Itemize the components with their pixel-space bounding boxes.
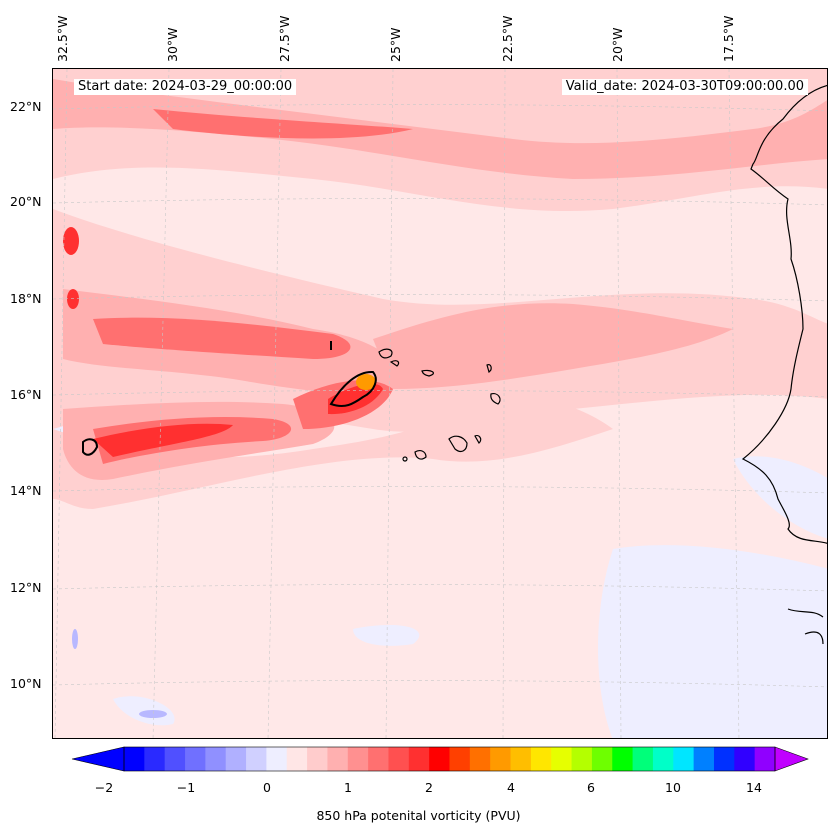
colorbar-segment	[449, 747, 471, 771]
lat-label-16n: 16°N	[10, 387, 42, 402]
colorbar-segment	[246, 747, 267, 771]
colorbar-segment	[144, 747, 166, 771]
colorbar-segment	[530, 747, 552, 771]
valid-date-label: Valid_date: 2024-03-30T09:00:00.00	[561, 79, 808, 95]
colorbar-segment	[429, 747, 450, 771]
lon-label-22-5w: 22.5°W	[500, 15, 515, 62]
colorbar-segment	[266, 747, 288, 771]
colorbar-tick-1: 1	[344, 780, 352, 795]
colorbar-segment	[551, 747, 573, 771]
colorbar-segment	[673, 747, 695, 771]
colorbar-tick-6: 6	[587, 780, 595, 795]
pv-contour-lines	[82, 341, 377, 456]
colorbar-segment	[307, 747, 328, 771]
colorbar-tick-14: 14	[746, 780, 762, 795]
colorbar-segment	[693, 747, 715, 771]
colorbar-segment	[347, 747, 369, 771]
colorbar-frame	[123, 746, 776, 772]
map-panel	[52, 68, 828, 739]
colorbar-segment	[713, 747, 735, 771]
colorbar-tick-0: 0	[263, 780, 271, 795]
colorbar-segment	[510, 747, 532, 771]
pv-band-strong	[93, 109, 413, 464]
colorbar-segment	[652, 747, 674, 771]
colorbar-tick-minus-2: −2	[94, 780, 114, 795]
colorbar-tick-minus-1: −1	[176, 780, 196, 795]
colorbar-segment	[286, 747, 308, 771]
lat-label-22n: 22°N	[10, 99, 42, 114]
colorbar-tick-4: 4	[507, 780, 515, 795]
lon-label-27-5w: 27.5°W	[277, 15, 292, 62]
colorbar-segment	[754, 747, 776, 771]
colorbar-segment	[327, 747, 349, 771]
cape-verde-islands	[378, 348, 501, 462]
colorbar-segment	[469, 747, 491, 771]
colorbar-extend-min	[71, 746, 125, 772]
gridlines	[53, 69, 827, 738]
colorbar-segment	[124, 747, 145, 771]
lat-label-18n: 18°N	[10, 291, 42, 306]
colorbar-label: 850 hPa potenital vorticity (PVU)	[316, 808, 521, 823]
colorbar-segment	[164, 747, 186, 771]
pv-band-core	[63, 227, 383, 457]
colorbar-segment	[612, 747, 634, 771]
lat-label-10n: 10°N	[10, 676, 42, 691]
lon-label-20w: 20°W	[610, 27, 625, 62]
colorbar-tick-2: 2	[425, 780, 433, 795]
start-date-label: Start date: 2024-03-29_00:00:00	[74, 79, 297, 95]
colorbar-segment	[368, 747, 389, 771]
pv-maximum	[356, 374, 376, 390]
colorbar-segment	[225, 747, 247, 771]
colorbar-tick-10: 10	[665, 780, 681, 795]
colorbar-segments	[124, 747, 776, 771]
lon-label-17-5w: 17.5°W	[721, 15, 736, 62]
coastline	[741, 84, 827, 645]
colorbar-segment	[388, 747, 410, 771]
colorbar-segment	[632, 747, 654, 771]
lat-label-14n: 14°N	[10, 483, 42, 498]
lon-label-25w: 25°W	[388, 27, 403, 62]
colorbar-segment	[408, 747, 430, 771]
lat-label-20n: 20°N	[10, 194, 42, 209]
colorbar-segment	[205, 747, 227, 771]
lat-label-12n: 12°N	[10, 580, 42, 595]
lon-label-30w: 30°W	[165, 27, 180, 62]
colorbar-segment	[185, 747, 206, 771]
colorbar-segment	[591, 747, 613, 771]
colorbar-segment	[571, 747, 593, 771]
colorbar-segment	[734, 747, 756, 771]
lon-label-32-5w: 32.5°W	[55, 15, 70, 62]
pv-contour-map	[53, 69, 827, 738]
colorbar-extend-max	[774, 746, 809, 772]
colorbar-segment	[490, 747, 512, 771]
